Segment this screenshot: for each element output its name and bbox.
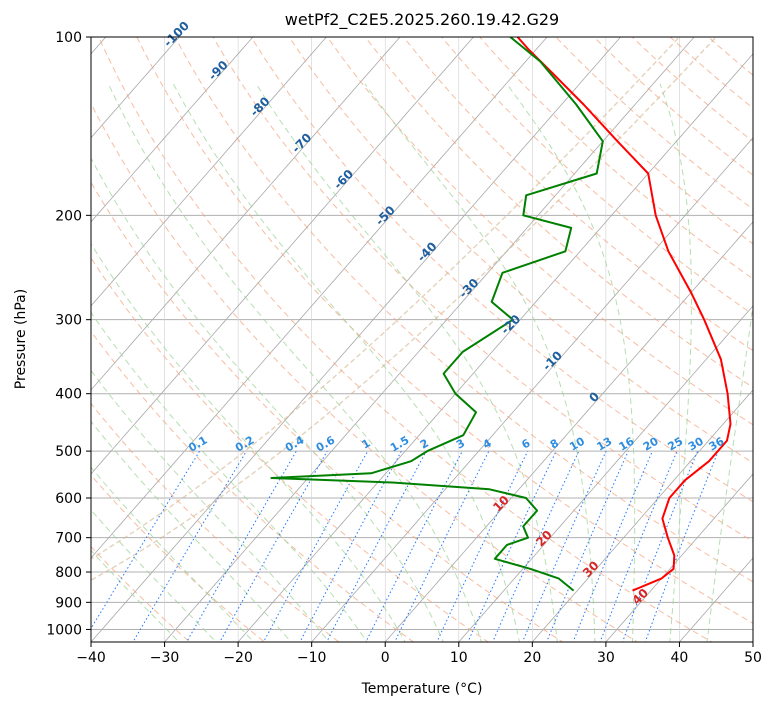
- mixing-ratio-line: [572, 450, 653, 642]
- dry-adiabat-line: [402, 37, 753, 352]
- isotherm-line: [91, 37, 254, 223]
- mixing-ratio-line: [546, 450, 629, 642]
- y-tick-label: 600: [55, 491, 82, 507]
- dry-adiabat-line: [326, 37, 753, 426]
- mixing-ratio-line: [365, 450, 463, 642]
- isotherm-line: [91, 37, 622, 642]
- dry-adiabat-line: [91, 330, 415, 642]
- background-lines: [91, 37, 753, 642]
- x-tick-label: −20: [223, 650, 253, 666]
- mixing-ratio-line: [262, 450, 369, 642]
- x-tick-label: −10: [297, 650, 327, 666]
- x-tick-label: −30: [150, 650, 180, 666]
- isotherm-line: [311, 137, 753, 642]
- mixing-ratio-line: [622, 450, 699, 642]
- x-axis-label: Temperature (°C): [361, 681, 483, 697]
- x-tick-label: 40: [671, 650, 689, 666]
- dry-adiabat-line: [250, 37, 753, 503]
- isotherm-line: [91, 37, 401, 391]
- isotherm-line: [237, 53, 753, 642]
- dry-adiabat-line: [212, 37, 753, 542]
- isotherm-line: [384, 221, 753, 642]
- mixing-ratio-line: [436, 450, 529, 642]
- y-tick-label: 200: [55, 208, 82, 224]
- dry-adiabat-line: [174, 37, 753, 583]
- mixing-ratio-line: [186, 450, 297, 642]
- isotherm-line: [91, 37, 475, 475]
- dry-adiabat-line: [98, 37, 713, 642]
- y-tick-label: 400: [55, 387, 82, 403]
- dry-adiabat-line: [479, 37, 753, 280]
- mixing-ratio-line: [599, 450, 678, 642]
- dry-adiabat-line: [517, 37, 753, 245]
- dry-adiabat-line: [441, 37, 753, 316]
- moist-adiabat-line: [91, 311, 368, 642]
- dry-adiabat-line: [288, 37, 753, 464]
- plot-background: [91, 37, 753, 642]
- x-tick-label: 20: [523, 650, 541, 666]
- y-axis-label: Pressure (hPa): [13, 289, 29, 389]
- profile-lines: [270, 37, 732, 592]
- x-tick-label: 50: [744, 650, 762, 666]
- y-tick-label: 800: [55, 565, 82, 581]
- isotherm-line: [458, 305, 753, 642]
- dry-adiabat-line: [91, 181, 564, 642]
- moist-adiabat-line: [364, 83, 596, 642]
- dry-adiabat-line: [593, 37, 753, 176]
- dewpoint-profile: [270, 37, 604, 592]
- mixing-ratio-line: [219, 450, 328, 642]
- y-tick-label: 1000: [46, 622, 82, 638]
- y-tick-label: 100: [55, 30, 82, 46]
- mixing-ratio-line: [644, 450, 719, 642]
- dendritic-line: [91, 37, 680, 560]
- dry-adiabat-line: [91, 474, 266, 642]
- y-tick-label: 900: [55, 595, 82, 611]
- isotherm-line: [91, 37, 548, 559]
- moist-adiabat-line: [91, 369, 330, 642]
- y-tick-label: 500: [55, 444, 82, 460]
- moist-adiabat-line: [255, 83, 558, 642]
- chart-title: wetPf2_C2E5.2025.260.19.42.G29: [285, 10, 559, 30]
- isotherm-line: [164, 37, 695, 642]
- dry-adiabat-line: [555, 37, 753, 210]
- moist-adiabat-line: [172, 83, 521, 642]
- dry-adiabat-line: [136, 37, 753, 624]
- isotherm-line: [91, 37, 180, 139]
- x-tick-label: 30: [597, 650, 615, 666]
- mixing-ratio-line: [521, 450, 607, 642]
- mixing-ratio-line: [132, 450, 247, 642]
- y-tick-label: 300: [55, 313, 82, 329]
- moist-adiabat-line: [91, 420, 292, 642]
- axes: −40 −30 −20 −10 0 10 20 30 40 50 100 200 300 400 500 60…: [46, 30, 762, 666]
- y-tick-label: 700: [55, 531, 82, 547]
- mixing-ratio-line: [467, 450, 557, 642]
- mixing-ratio-line: [492, 450, 580, 642]
- x-tick-label: 0: [381, 650, 390, 666]
- plot-frame: [90, 36, 754, 643]
- x-tick-label: −40: [76, 650, 106, 666]
- isotherm-line: [531, 389, 753, 642]
- moist-adiabat-line: [706, 301, 753, 642]
- dendritic-line: [91, 37, 717, 581]
- temperature-profile: [516, 37, 732, 592]
- moist-adiabat-line: [659, 83, 692, 642]
- dry-adiabat-line: [631, 37, 753, 143]
- mixing-ratio-line: [394, 450, 490, 642]
- dry-adiabat-line: [91, 257, 489, 642]
- x-tick-label: 10: [450, 650, 468, 666]
- moist-adiabat-line: [107, 83, 482, 642]
- isotherm-line: [605, 473, 753, 642]
- moist-adiabat-line: [91, 157, 444, 642]
- isotherm-line: [91, 37, 327, 307]
- dry-adiabat-line: [364, 37, 753, 388]
